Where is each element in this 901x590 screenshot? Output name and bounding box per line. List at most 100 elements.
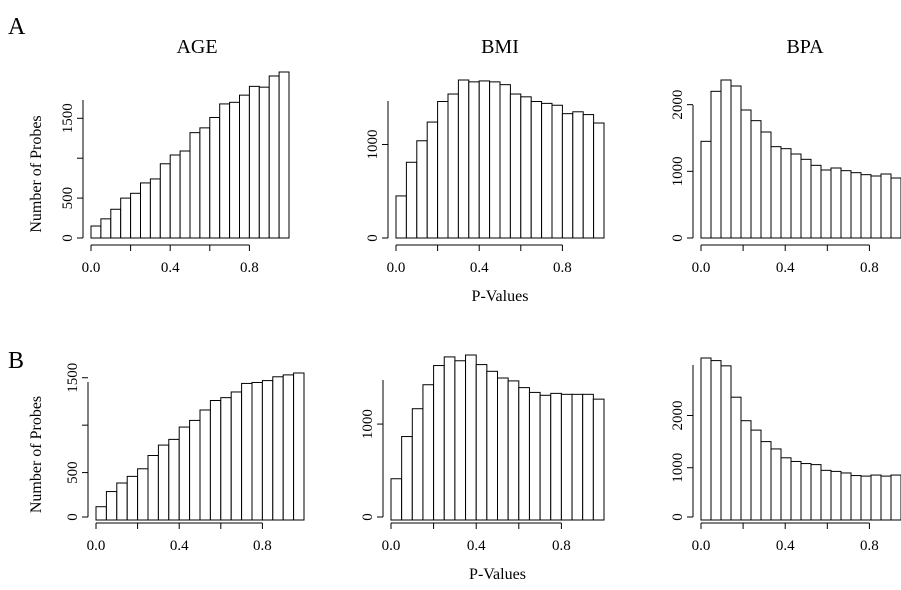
histogram-bar [126, 475, 139, 521]
histogram-bar [790, 460, 802, 521]
histogram-bar [870, 474, 882, 521]
histogram-bar [800, 158, 812, 239]
histogram-bar [401, 436, 413, 521]
histogram-bar [770, 146, 782, 239]
histogram-bar [539, 394, 552, 521]
y-tick-label: 0 [360, 513, 376, 521]
histogram-bar [740, 420, 752, 521]
histogram-bar [880, 475, 892, 521]
histogram-bar [157, 444, 170, 521]
histogram-bar [770, 448, 782, 521]
histogram-bar [178, 426, 191, 521]
panel-title: BMI [481, 36, 519, 58]
panel-title: AGE [176, 36, 217, 58]
histogram-bar [110, 208, 122, 239]
y-tick-label: 1500 [65, 363, 81, 393]
histogram-bar [239, 94, 250, 239]
histogram-bar [130, 192, 142, 239]
histogram-bar [405, 161, 418, 239]
histogram-bar [278, 71, 290, 239]
histogram-bar [800, 463, 812, 521]
histogram-panels: 0.0 0.4 0.8 0 500 1500 AGE Number of Probes 0.0 0… [28, 36, 901, 583]
histogram-bar [189, 132, 201, 239]
histogram-bar [730, 85, 742, 239]
y-axis-label: Number of Probes [28, 396, 45, 513]
histogram-bar [489, 81, 501, 239]
x-tick-label: 0.4 [170, 538, 189, 554]
histogram-bar [457, 79, 470, 239]
y-tick-label: 0 [365, 234, 381, 242]
histogram-bar [592, 398, 605, 521]
histogram-bar [551, 104, 563, 239]
histogram-bar [209, 116, 221, 239]
histogram-bar [572, 111, 584, 239]
histogram-bar [241, 382, 253, 521]
histogram-bar [486, 370, 499, 521]
histogram-bar [550, 392, 562, 521]
histogram-bar [268, 75, 280, 239]
histogram-bar [95, 506, 107, 521]
histogram-bar [443, 356, 456, 521]
histogram-bar [810, 464, 822, 521]
histogram-bar [810, 164, 822, 239]
y-tick-label: 2000 [670, 400, 686, 430]
histogram-bar [100, 218, 112, 239]
x-tick-label: 0.8 [552, 538, 571, 554]
histogram-bar [582, 114, 595, 239]
histogram-bar [149, 178, 161, 239]
histogram-bar [760, 441, 772, 521]
histogram-bar [830, 167, 842, 239]
histogram-bar [780, 457, 792, 521]
histogram-bar [740, 109, 752, 239]
histogram-bar [209, 400, 222, 521]
histogram-bar [880, 173, 892, 239]
histogram-bar [582, 393, 594, 521]
histogram-bar [850, 172, 862, 239]
histogram-panel-1: 0.0 0.4 0.8 0 500 1500 AGE Number of Probes [28, 36, 290, 276]
histogram-panel-3: 0.0 0.4 0.8 0 1000 2000 BPA [670, 36, 901, 276]
histogram-bar [465, 354, 477, 521]
histogram-panel-6: 0.0 0.4 0.8 0 1000 2000 [670, 357, 901, 554]
histogram-bar [219, 103, 231, 239]
x-tick-label: 0.4 [470, 260, 489, 276]
x-tick-label: 0.0 [82, 260, 101, 276]
y-tick-label: 500 [65, 461, 81, 484]
x-tick-label: 0.0 [692, 260, 711, 276]
histogram-bar [478, 80, 491, 239]
histogram-bar [272, 376, 284, 521]
histogram-bar [780, 148, 792, 239]
y-tick-label: 1000 [670, 156, 686, 186]
histogram-bar [447, 93, 459, 239]
panel-label-b: B [8, 348, 24, 374]
histogram-bar [890, 177, 901, 239]
y-tick-label: 0 [670, 234, 686, 242]
histogram-bar [560, 393, 573, 521]
histogram-bar [90, 225, 102, 239]
histogram-bar [411, 408, 424, 521]
histogram-panel-5: 0.0 0.4 0.8 0 1000 P-Values [360, 354, 605, 583]
x-axis-label: P-Values [469, 566, 526, 583]
histogram-bar [497, 377, 509, 521]
y-tick-label: 1000 [360, 409, 376, 439]
histogram-bar [251, 381, 263, 521]
histogram-bar [541, 102, 553, 239]
histogram-bar [220, 397, 232, 521]
histogram-bar [433, 365, 445, 521]
histogram-bar [426, 121, 439, 239]
histogram-bar [890, 474, 901, 521]
histogram-bar [860, 475, 872, 521]
histogram-bar [199, 409, 211, 521]
y-tick-label: 500 [60, 187, 76, 210]
histogram-bar [710, 360, 722, 521]
y-tick-label: 2000 [670, 90, 686, 120]
histogram-bar [840, 170, 852, 239]
histogram-bar [507, 380, 520, 521]
histogram-bar [700, 140, 712, 239]
x-tick-label: 0.4 [776, 260, 795, 276]
histogram-bar [700, 357, 712, 521]
histogram-panel-2: 0.0 0.4 0.8 0 1000 BMI P-Values [365, 36, 605, 305]
histogram-bar [468, 81, 480, 239]
y-tick-label: 0 [670, 513, 686, 521]
histogram-bar [105, 491, 118, 521]
